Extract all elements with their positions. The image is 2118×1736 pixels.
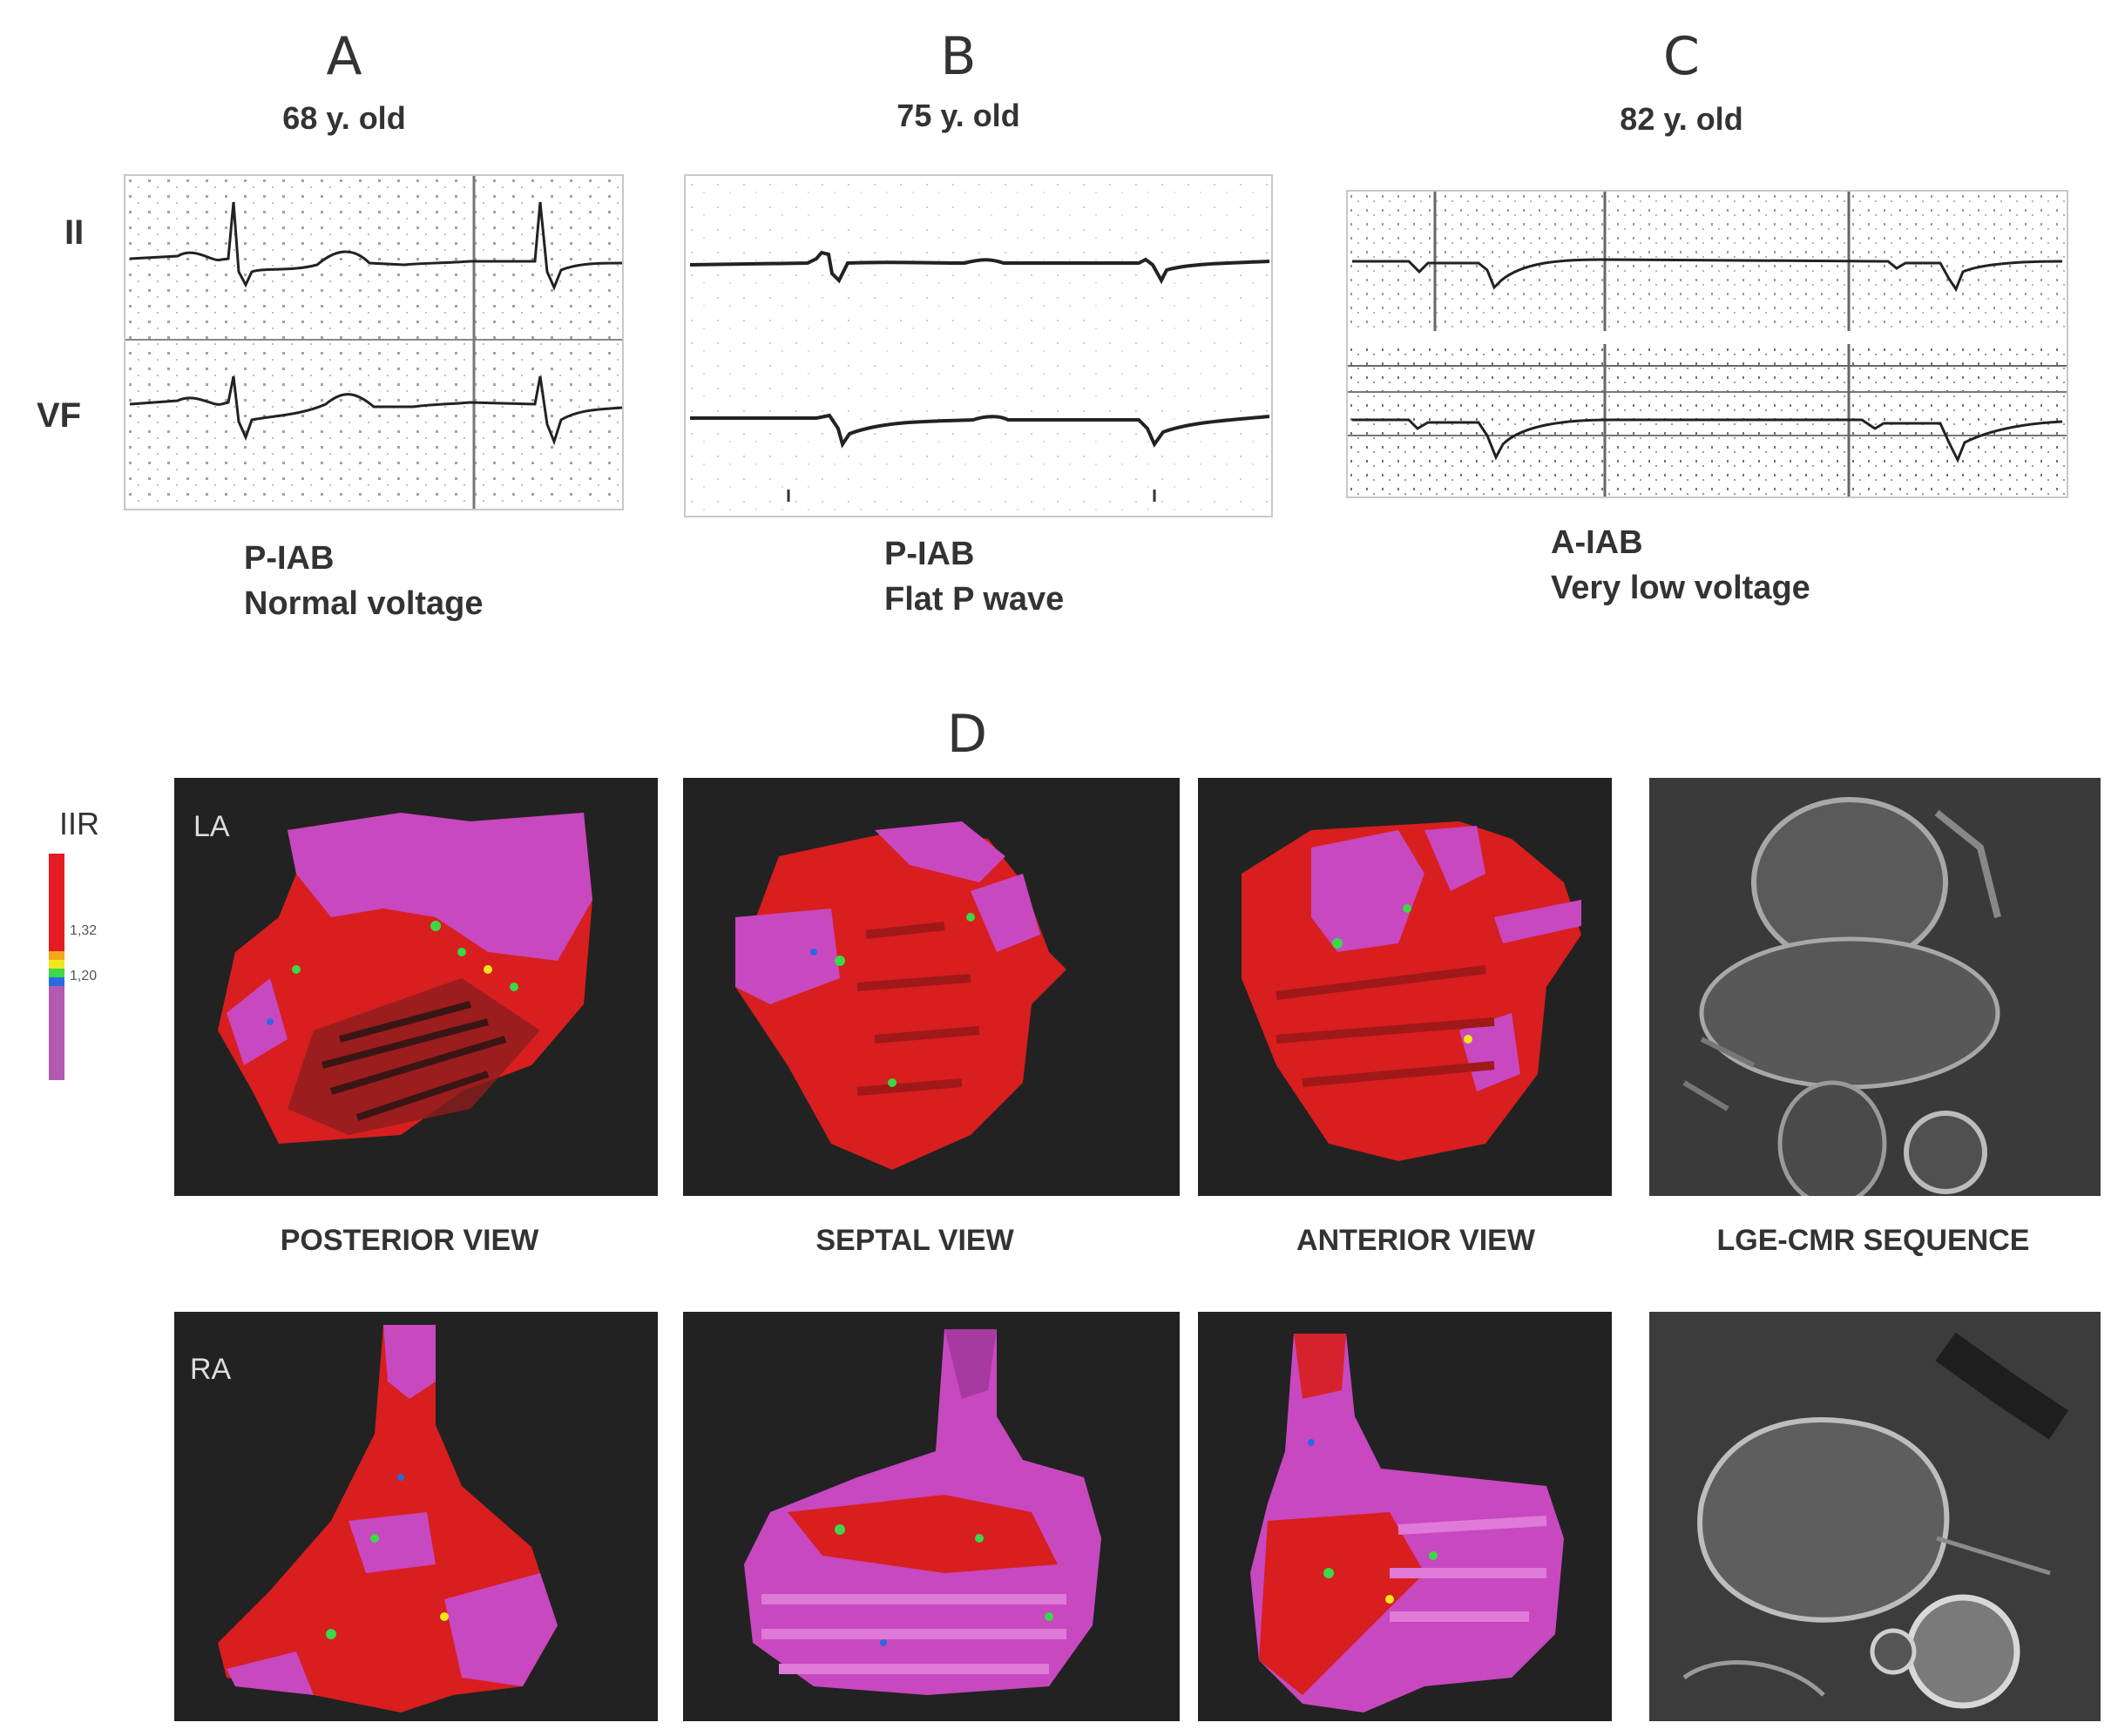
- ra-anterior-map: [1198, 1312, 1612, 1721]
- panel-a-caption-line2: Normal voltage: [244, 585, 484, 622]
- panel-letter-d: D: [946, 704, 988, 765]
- la-septal-shape: [735, 821, 1066, 1170]
- panel-b-caption: P-IAB Flat P wave: [884, 531, 1064, 622]
- ecg-trace-c: [1348, 192, 2067, 496]
- la-anterior-shape: [1242, 821, 1581, 1161]
- panel-c-age: 82 y. old: [1620, 101, 1743, 137]
- chamber-label-la: LA: [193, 810, 230, 843]
- ecg-panel-c: [1346, 190, 2068, 498]
- lead-label-vf: VF: [37, 396, 82, 435]
- chamber-label-ra: RA: [190, 1353, 232, 1386]
- ecg-panel-a: [124, 174, 624, 510]
- iir-tick-high: 1,32: [70, 923, 98, 938]
- ra-anterior-shape: [1250, 1334, 1564, 1712]
- panel-b-age: 75 y. old: [897, 98, 1020, 133]
- view-label-posterior: POSTERIOR VIEW: [280, 1224, 539, 1257]
- panel-c-caption-line2: Very low voltage: [1551, 570, 1810, 606]
- panel-c-caption: A-IAB Very low voltage: [1551, 520, 1810, 611]
- panel-c-caption-line1: A-IAB: [1551, 524, 1643, 561]
- panel-a-caption-line1: P-IAB: [244, 540, 335, 577]
- ra-posterior-shape: [218, 1325, 558, 1712]
- panel-letter-c: C: [1663, 26, 1700, 87]
- la-posterior-shape: [218, 813, 592, 1144]
- iir-tick-low: 1,20: [70, 969, 98, 983]
- view-label-septal: SEPTAL VIEW: [815, 1224, 1014, 1257]
- lead-label-ii: II: [64, 213, 85, 252]
- ra-posterior-map: [174, 1312, 658, 1721]
- panel-b-caption-line2: Flat P wave: [884, 581, 1065, 618]
- view-label-lge-cmr: LGE-CMR SEQUENCE: [1716, 1224, 2030, 1257]
- ecg-trace-a: [125, 176, 622, 509]
- iir-color-scale: [49, 854, 64, 1080]
- panel-letter-a: A: [326, 26, 362, 87]
- ecg-panel-b: [684, 174, 1273, 517]
- ra-septal-map: [683, 1312, 1180, 1721]
- panel-letter-b: B: [940, 26, 977, 87]
- la-anterior-map: [1198, 778, 1612, 1196]
- ra-septal-shape: [744, 1329, 1101, 1695]
- lge-cmr-shape-ra: [1649, 1312, 2101, 1721]
- la-septal-map: [683, 778, 1180, 1196]
- lge-cmr-shape-la: [1649, 778, 2101, 1196]
- view-label-anterior: ANTERIOR VIEW: [1296, 1224, 1535, 1257]
- panel-b-caption-line1: P-IAB: [884, 536, 975, 572]
- la-posterior-map: [174, 778, 658, 1196]
- ecg-trace-b: [686, 176, 1271, 516]
- panel-a-age: 68 y. old: [282, 100, 406, 136]
- lge-cmr-image-la: [1649, 778, 2101, 1196]
- lge-cmr-image-ra: [1649, 1312, 2101, 1721]
- iir-scale-title: IIR: [59, 806, 100, 841]
- panel-a-caption: P-IAB Normal voltage: [244, 536, 484, 626]
